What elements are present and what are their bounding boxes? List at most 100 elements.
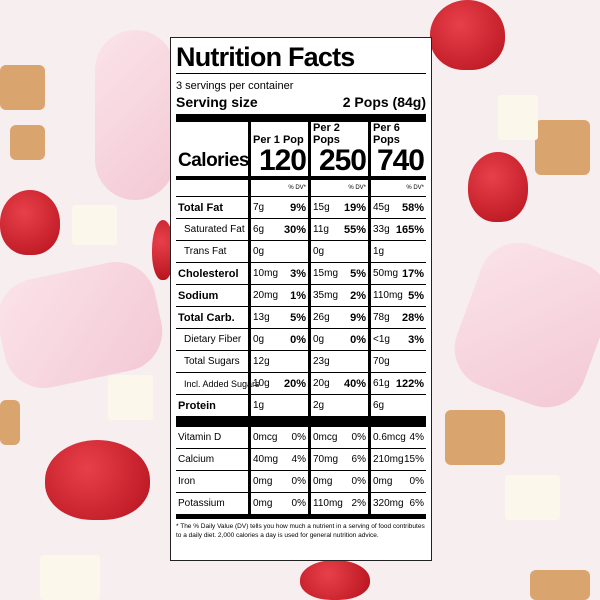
daily-value: 0% (350, 333, 366, 346)
nutrient-row: Sodium 20mg 1% 35mg 2% 110mg 5% (176, 285, 426, 307)
amount: 26g (313, 312, 330, 323)
daily-value: 28% (401, 311, 424, 324)
calories-value: 120 (248, 144, 308, 178)
amount: 0mcg (313, 432, 338, 443)
nutrient-name: Total Sugars (184, 356, 240, 367)
amount-cell: 7g 9% (248, 197, 308, 218)
daily-value: 17% (401, 267, 424, 280)
amount-cell: 70mg 6% (308, 449, 368, 470)
strawberry (45, 440, 150, 520)
daily-value: 40% (343, 377, 366, 390)
footnote: * The % Daily Value (DV) tells you how m… (176, 523, 425, 539)
daily-value: 0% (291, 432, 306, 443)
amount-cell: 20mg 1% (248, 285, 308, 306)
nutrient-row: Dietary Fiber 0g 0% 0g 0% <1g 3% (176, 329, 426, 351)
amount: 33g (373, 224, 390, 235)
crumb (445, 410, 505, 465)
amount-cell: 110mg 5% (368, 285, 426, 306)
amount: 13g (253, 312, 270, 323)
dv-row: % DV*% DV*% DV* (176, 180, 426, 197)
daily-value: 0% (351, 432, 366, 443)
strawberry (300, 560, 370, 600)
thick-bar (176, 114, 426, 122)
nutrient-row: Protein 1g 2g 6g (176, 395, 426, 417)
daily-value: 55% (343, 223, 366, 236)
nutrient-row: Total Carb. 13g 5% 26g 9% 78g 28% (176, 307, 426, 329)
amount: 0mg (313, 476, 333, 487)
amount-cell: <1g 3% (368, 329, 426, 350)
amount-cell: 11g 55% (308, 219, 368, 240)
amount: 12g (253, 356, 270, 367)
daily-value: 9% (290, 201, 306, 214)
daily-value: 3% (408, 333, 424, 346)
amount: <1g (373, 334, 390, 345)
amount-cell: 1g (368, 241, 426, 262)
amount: 0g (313, 246, 325, 257)
amount: 23g (313, 356, 330, 367)
amount-cell: 35mg 2% (308, 285, 368, 306)
daily-value: 122% (395, 377, 424, 390)
column-title: Per 2 Pops (308, 122, 368, 146)
nutrition-label: Nutrition Facts 3 servings per container… (170, 37, 432, 561)
blank (176, 122, 248, 146)
crumb (10, 125, 45, 160)
dv-header-row: % DV*% DV*% DV* (176, 180, 426, 197)
amount-cell: 110mg 2% (308, 493, 368, 514)
amount: 0mg (253, 476, 273, 487)
nutrient-name: Vitamin D (178, 432, 222, 443)
nutrient-row: Total Fat 7g 9% 15g 19% 45g 58% (176, 197, 426, 219)
daily-value: 6% (409, 498, 424, 509)
daily-value: 19% (343, 201, 366, 214)
serving-size: 2 Pops (84g) (342, 94, 426, 110)
bar (176, 515, 426, 519)
nutrient-name: Total Carb. (178, 311, 235, 324)
amount-cell: 78g 28% (368, 307, 426, 328)
amount-cell: 0g 0% (248, 329, 308, 350)
vitamin-table: Vitamin D 0mcg 0% 0mcg 0% 0.6mcg 4% Calcium 40mg… (176, 427, 426, 515)
amount: 6g (253, 224, 265, 235)
amount-cell: 40mg 4% (248, 449, 308, 470)
daily-value: 30% (283, 223, 306, 236)
daily-value: 0% (291, 498, 306, 509)
amount-cell: 45g 58% (368, 197, 426, 218)
amount: 10mg (253, 268, 279, 279)
amount-cell: 1g (248, 395, 308, 416)
amount: 10g (253, 378, 270, 389)
amount-cell: 15g 19% (308, 197, 368, 218)
daily-value: 6% (351, 454, 366, 465)
chocolate (498, 95, 538, 140)
calories-label: Calories (178, 150, 249, 171)
dv-header: % DV* (308, 180, 368, 196)
crumb (530, 570, 590, 600)
calories-value: 250 (308, 144, 368, 178)
daily-value: 5% (290, 311, 306, 324)
amount: 0g (253, 334, 265, 345)
amount: 50mg (373, 268, 399, 279)
amount: 20mg (253, 290, 279, 301)
amount-cell: 10mg 3% (248, 263, 308, 284)
amount-cell: 0mg 0% (368, 471, 426, 492)
daily-value: 1% (290, 289, 306, 302)
amount-cell: 20g 40% (308, 373, 368, 394)
crumb (0, 65, 45, 110)
chocolate (108, 375, 153, 420)
chocolate (40, 555, 100, 600)
amount-cell: 0g (248, 241, 308, 262)
amount-cell: 6g 30% (248, 219, 308, 240)
amount-cell: 0mcg 0% (308, 427, 368, 448)
nutrient-name: Incl. Added Sugars (184, 378, 260, 389)
amount: 70g (373, 356, 390, 367)
amount-cell: 15mg 5% (308, 263, 368, 284)
amount: 20g (313, 378, 330, 389)
amount-cell: 0mg 0% (248, 493, 308, 514)
amount: 0g (253, 246, 265, 257)
amount: 1g (253, 400, 265, 411)
amount-cell: 320mg 6% (368, 493, 426, 514)
amount: 45g (373, 202, 390, 213)
amount-cell: 6g (368, 395, 426, 416)
daily-value: 58% (401, 201, 424, 214)
crumb (535, 120, 590, 175)
amount: 210mg (373, 454, 404, 465)
amount: 70mg (313, 454, 339, 465)
amount: 110mg (313, 498, 343, 509)
